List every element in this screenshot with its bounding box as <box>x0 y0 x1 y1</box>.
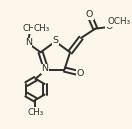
Text: N: N <box>41 64 48 74</box>
Text: O: O <box>86 10 93 19</box>
Text: O: O <box>77 69 84 78</box>
Text: OCH₃: OCH₃ <box>107 17 130 26</box>
Text: N: N <box>25 38 32 47</box>
Text: O: O <box>106 22 113 31</box>
Text: S: S <box>52 36 58 45</box>
Text: CH₃: CH₃ <box>27 108 44 117</box>
Text: CH₂: CH₂ <box>23 24 39 33</box>
Text: CH₃: CH₃ <box>34 24 50 33</box>
